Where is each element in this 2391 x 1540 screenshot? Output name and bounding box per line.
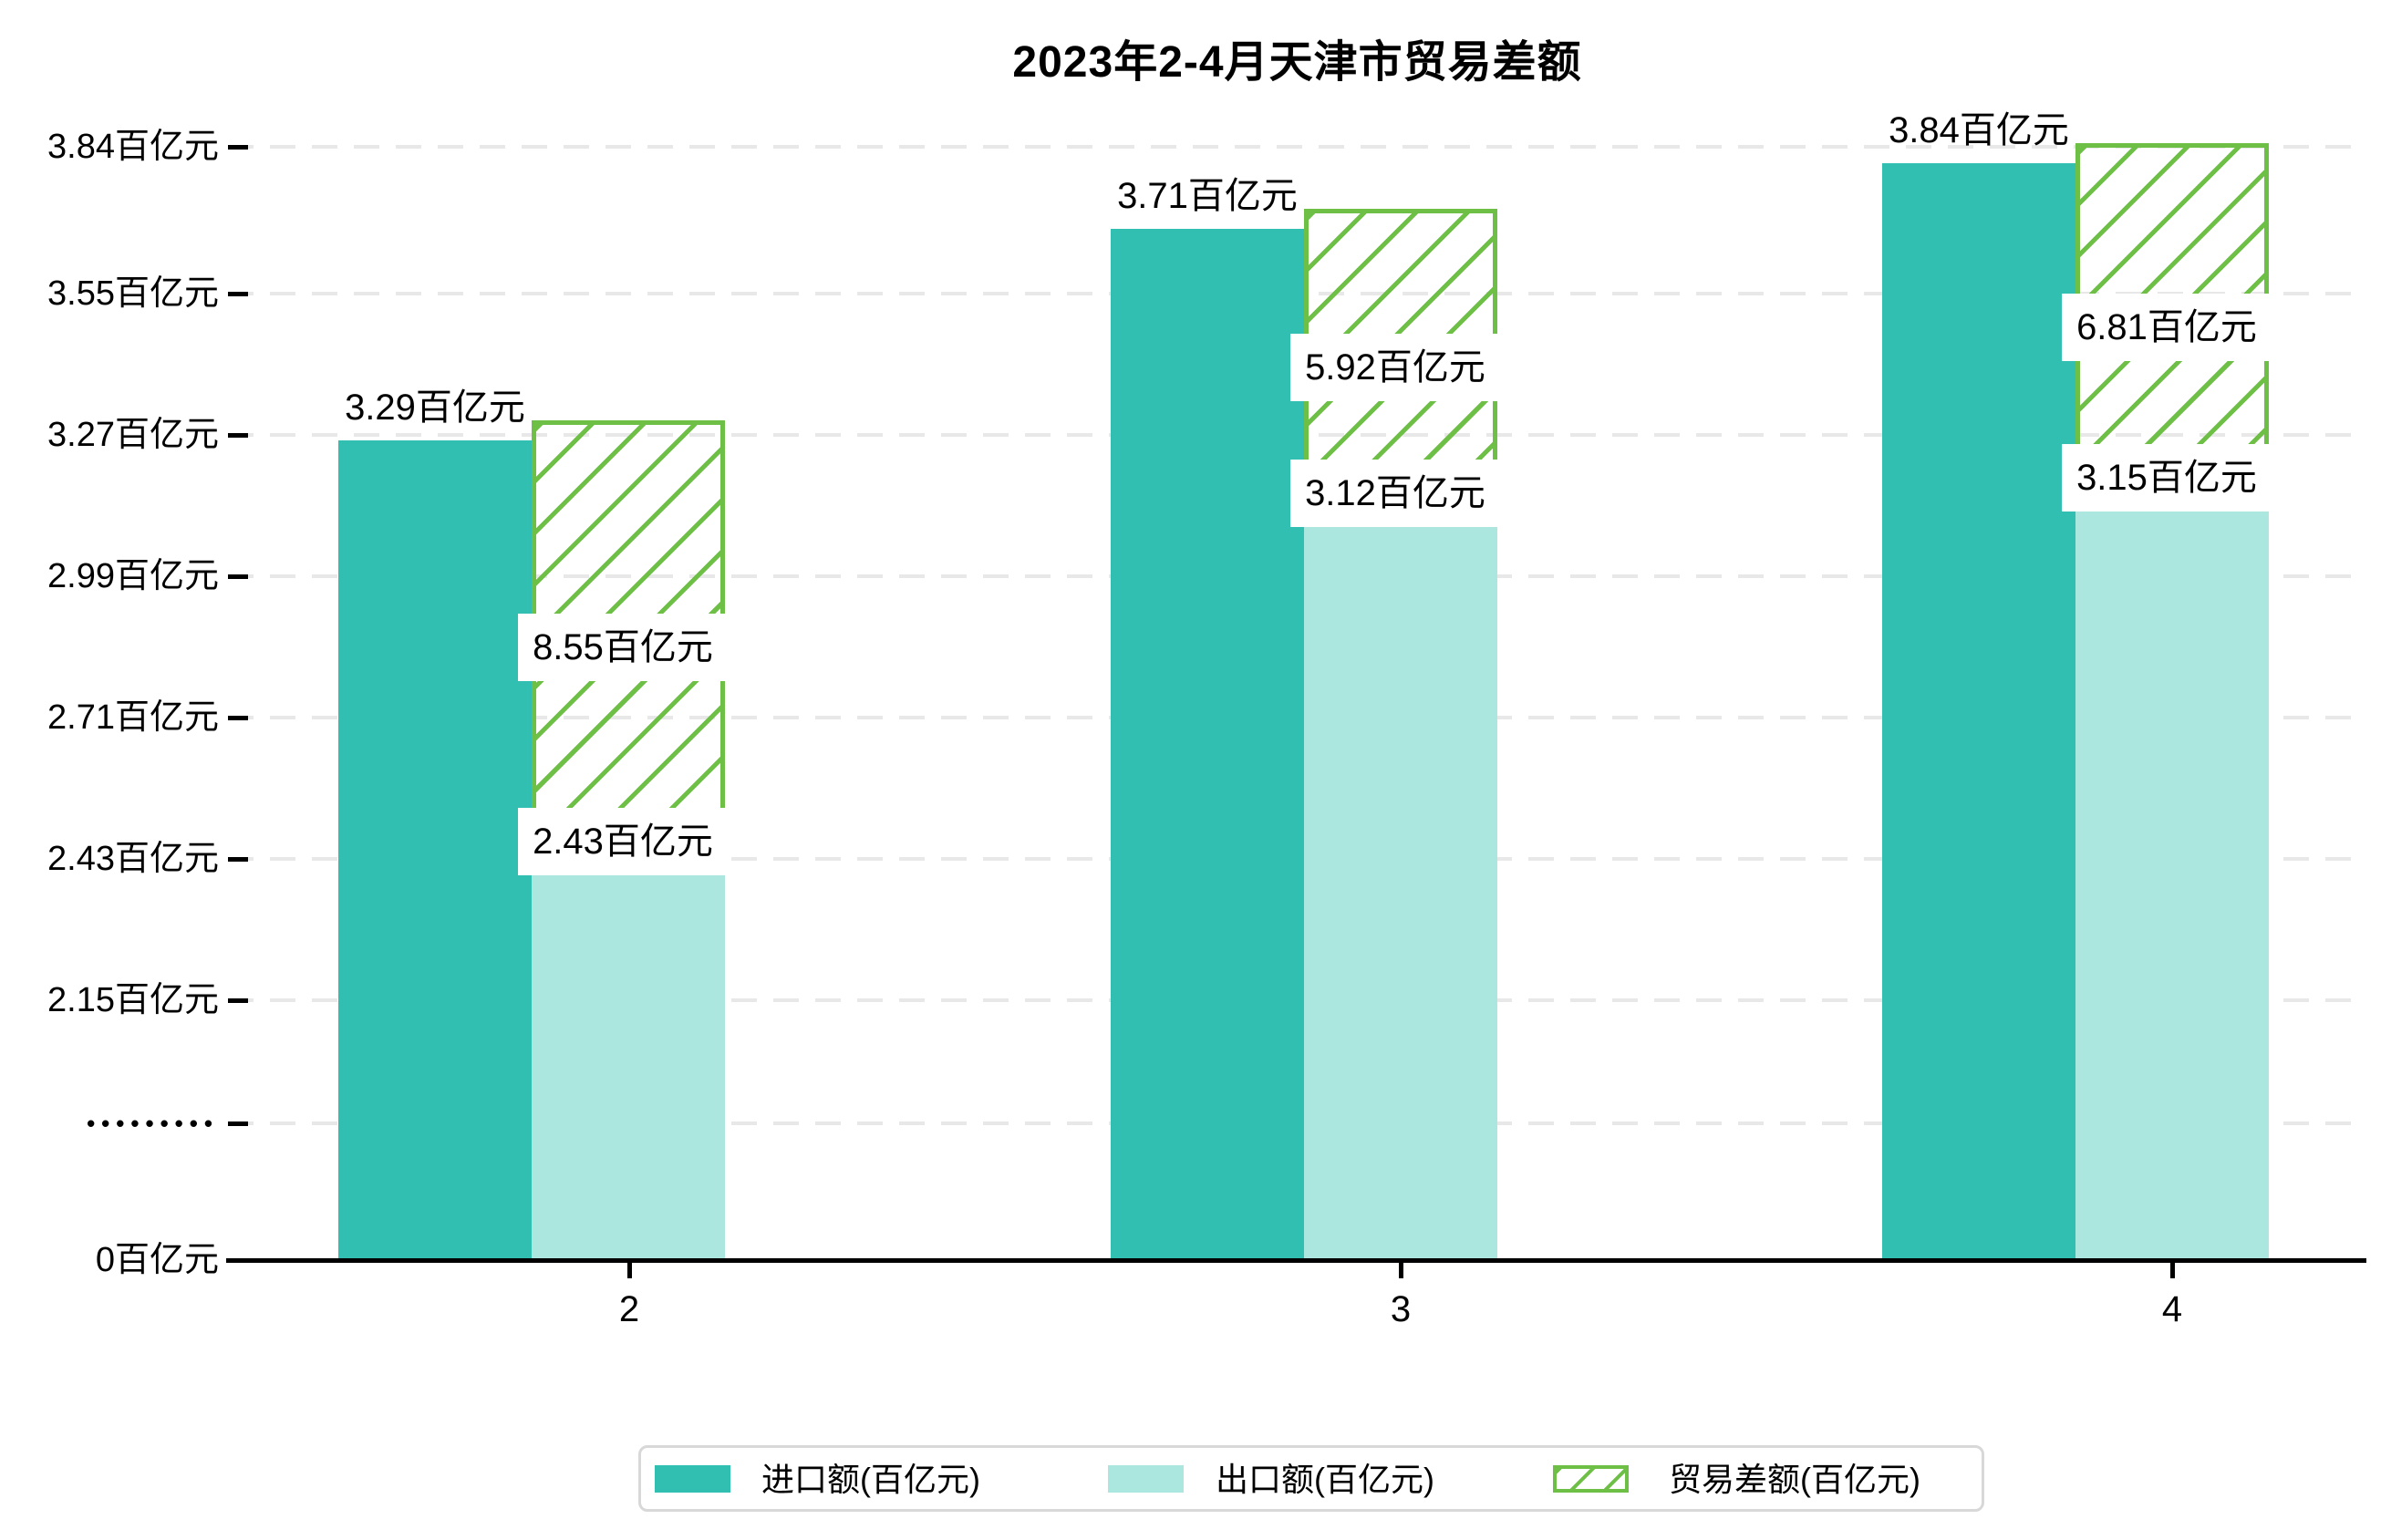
legend-swatch-trade-balance bbox=[1553, 1465, 1629, 1493]
legend-swatch-import bbox=[655, 1465, 730, 1493]
x-axis-tick-mark bbox=[627, 1262, 632, 1278]
y-axis-tick-label: 3.84百亿元 bbox=[47, 128, 219, 166]
y-axis-tick-label: 3.27百亿元 bbox=[47, 415, 219, 454]
legend-label-import: 进口额(百亿元) bbox=[761, 1461, 980, 1498]
y-axis-tick-mark bbox=[228, 574, 248, 579]
x-axis-tick-mark bbox=[2170, 1262, 2175, 1278]
import-bar bbox=[338, 440, 532, 1260]
y-axis-tick-label: ••••••••• bbox=[87, 1110, 219, 1137]
x-axis-tick-label: 4 bbox=[2161, 1289, 2183, 1329]
export-bar bbox=[2075, 511, 2269, 1260]
y-axis-tick-mark bbox=[228, 145, 248, 150]
y-axis-tick-label: 2.15百亿元 bbox=[47, 980, 219, 1019]
y-axis-tick-mark bbox=[228, 715, 248, 720]
y-axis-tick-mark bbox=[228, 997, 248, 1003]
gridline bbox=[228, 145, 2366, 149]
y-axis-tick-label: 2.43百亿元 bbox=[47, 839, 219, 878]
trade-balance-value-label: 8.55百亿元 bbox=[518, 614, 728, 682]
export-value-label: 2.43百亿元 bbox=[518, 807, 728, 875]
chart-title: 2023年2-4月天津市贸易差额 bbox=[1012, 38, 1582, 87]
legend-label-export: 出口额(百亿元) bbox=[1216, 1461, 1434, 1498]
export-bar bbox=[532, 874, 725, 1260]
y-axis-tick-label: 3.55百亿元 bbox=[47, 274, 219, 313]
y-axis-tick-label: 2.71百亿元 bbox=[47, 698, 219, 737]
x-axis-tick-label: 3 bbox=[1390, 1289, 1412, 1329]
y-axis-tick-mark bbox=[228, 291, 248, 296]
x-axis-tick-mark bbox=[1399, 1262, 1403, 1278]
import-value-label: 3.84百亿元 bbox=[1889, 110, 2069, 150]
legend-label-trade-balance: 贸易差额(百亿元) bbox=[1669, 1461, 1920, 1498]
legend: 进口额(百亿元) 出口额(百亿元) 贸易差额(百亿元) bbox=[638, 1445, 1984, 1512]
export-value-label: 3.15百亿元 bbox=[2062, 443, 2272, 512]
import-bar bbox=[1111, 228, 1304, 1260]
trade-balance-value-label: 5.92百亿元 bbox=[1290, 334, 1500, 402]
x-axis-tick-label: 2 bbox=[618, 1289, 640, 1329]
legend-swatch-export bbox=[1108, 1465, 1184, 1493]
trade-balance-value-label: 6.81百亿元 bbox=[2062, 293, 2272, 361]
import-bar bbox=[1882, 163, 2075, 1260]
y-axis-tick-label: 2.99百亿元 bbox=[47, 556, 219, 595]
import-value-label: 3.71百亿元 bbox=[1117, 175, 1298, 216]
y-axis-tick-mark bbox=[228, 856, 248, 862]
export-bar bbox=[1304, 526, 1497, 1260]
import-value-label: 3.29百亿元 bbox=[345, 388, 525, 429]
y-axis-tick-mark bbox=[228, 1121, 248, 1126]
y-axis-tick-mark bbox=[228, 432, 248, 438]
x-axis-line bbox=[226, 1258, 2366, 1263]
export-value-label: 3.12百亿元 bbox=[1290, 459, 1500, 527]
y-axis-tick-label: 0百亿元 bbox=[95, 1241, 219, 1279]
